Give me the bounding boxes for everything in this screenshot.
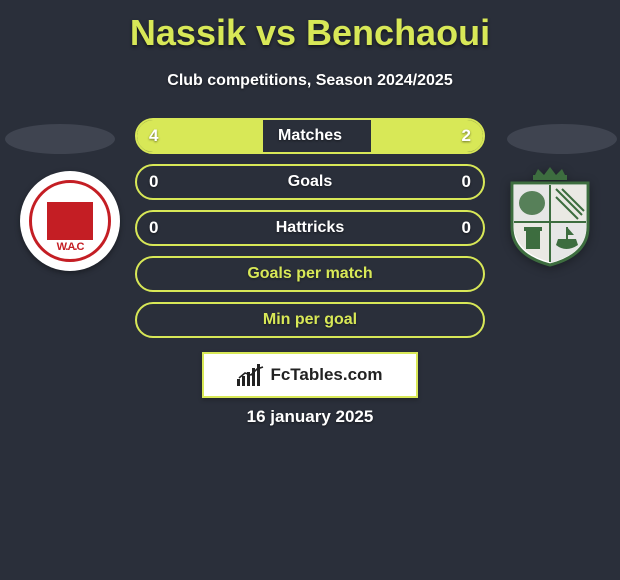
stat-row-matches: 4 Matches 2 (135, 118, 485, 154)
page-subtitle: Club competitions, Season 2024/2025 (0, 72, 620, 90)
brand-text: FcTables.com (270, 365, 382, 385)
pedestal-right (507, 124, 617, 154)
stat-label: Min per goal (135, 302, 485, 338)
emblem-a-center-glyph (47, 202, 93, 240)
stat-row-hattricks: 0 Hattricks 0 (135, 210, 485, 246)
stat-value-b: 0 (462, 164, 471, 200)
stat-label: Goals (135, 164, 485, 200)
stat-row-min-per-goal: Min per goal (135, 302, 485, 338)
club-emblem-a: W.A.C (20, 171, 120, 271)
stat-label: Goals per match (135, 256, 485, 292)
stat-label: Matches (135, 118, 485, 154)
stat-value-b: 0 (462, 210, 471, 246)
stats-column: 4 Matches 2 0 Goals 0 0 Hattricks 0 Goal… (135, 118, 485, 348)
brand-badge[interactable]: FcTables.com (202, 352, 418, 398)
footer-date: 16 january 2025 (0, 407, 620, 427)
page-title: Nassik vs Benchaoui (0, 0, 620, 54)
trend-line-icon (238, 366, 264, 380)
stat-value-b: 2 (462, 118, 471, 154)
stat-label: Hattricks (135, 210, 485, 246)
emblem-a-bottom-text: W.A.C (32, 241, 108, 253)
club-emblem-b (500, 167, 600, 267)
emblem-a-ring: W.A.C (29, 180, 111, 262)
stat-row-goals: 0 Goals 0 (135, 164, 485, 200)
emblem-a-circle: W.A.C (20, 171, 120, 271)
stat-row-goals-per-match: Goals per match (135, 256, 485, 292)
emblem-b-shield (500, 167, 600, 267)
pedestal-left (5, 124, 115, 154)
